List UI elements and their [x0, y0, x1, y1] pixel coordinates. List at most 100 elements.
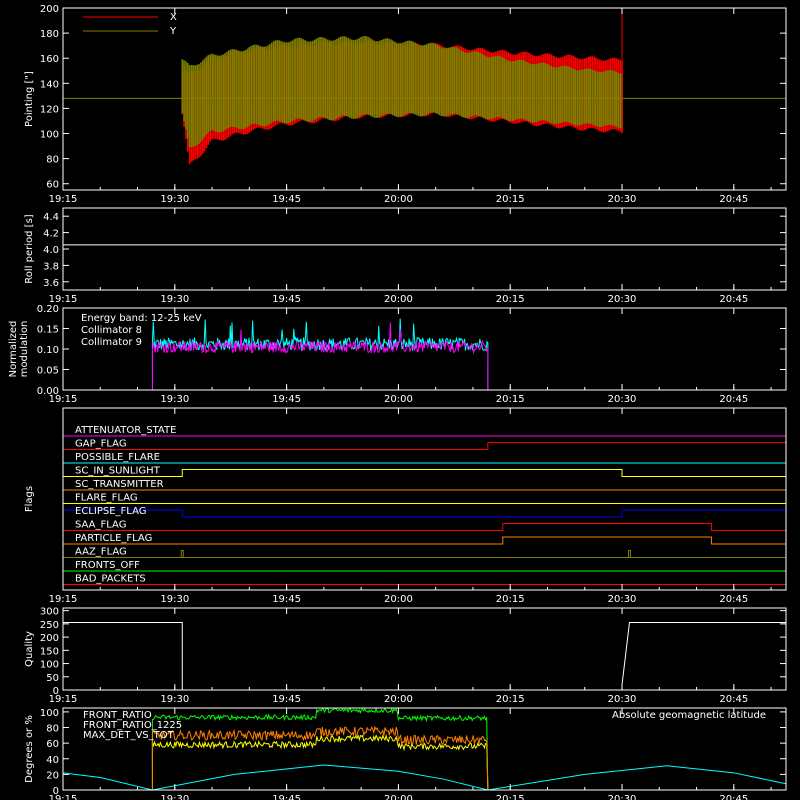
legend-label-max_det_vs_tot: MAX_DET_VS_TOT: [83, 730, 175, 741]
legend-label-front_ratio_1225: FRONT_RATIO_1225: [83, 720, 182, 731]
y-tick-label: 4.4: [43, 212, 59, 223]
x-tick-label: 19:15: [49, 794, 78, 800]
x-tick-label: 19:30: [160, 394, 189, 405]
flag-label-eclipse_flag: ECLIPSE_FLAG: [75, 506, 146, 517]
plot-frame: [62, 707, 787, 791]
legend-label-X: X: [170, 12, 177, 23]
x-tick-label: 20:30: [608, 794, 637, 800]
x-tick-label: 19:15: [49, 394, 78, 405]
series-collimator-9: [63, 322, 786, 391]
energy-band-annotation: Energy band: 12-25 keV: [81, 313, 202, 324]
y-tick-label: 250: [40, 620, 59, 631]
plot-frame: [62, 607, 787, 691]
x-tick-label: 19:15: [49, 594, 78, 605]
series-quality: [63, 622, 786, 691]
flag-label-flare_flag: FLARE_FLAG: [75, 493, 138, 504]
y-tick-label: 200: [40, 633, 59, 644]
y-axis-label: Pointing ["]: [24, 71, 35, 127]
series-geomagnetic-latitude: [62, 764, 787, 791]
y-tick-label: 80: [46, 724, 59, 735]
y-tick-label: 3.8: [43, 261, 59, 272]
flag-label-particle_flag: PARTICLE_FLAG: [75, 533, 152, 544]
x-tick-label: 20:30: [608, 294, 637, 305]
x-tick-label: 19:15: [49, 694, 78, 705]
x-tick-label: 20:15: [496, 694, 525, 705]
x-tick-label: 19:45: [272, 294, 301, 305]
x-tick-label: 20:15: [496, 294, 525, 305]
x-tick-label: 19:30: [160, 794, 189, 800]
y-tick-label: 4.0: [43, 245, 59, 256]
legend-label-Y: Y: [169, 26, 177, 37]
flag-spike: [180, 550, 184, 558]
plot-frame: [62, 7, 787, 191]
x-tick-label: 20:15: [496, 794, 525, 800]
y-tick-label: 100: [40, 130, 59, 141]
series-Y-band: [181, 36, 623, 148]
x-tick-label: 20:45: [719, 694, 748, 705]
x-tick-label: 20:15: [496, 594, 525, 605]
flag-line-eclipse_flag: [63, 509, 786, 518]
y-tick-label: 0.00: [37, 386, 59, 397]
flag-label-fronts_off: FRONTS_OFF: [75, 560, 140, 571]
y-tick-label: 0.10: [37, 345, 59, 356]
flag-label-attenuator_state: ATTENUATOR_STATE: [75, 425, 176, 436]
plot-frame: [62, 207, 787, 291]
plot-axes-layer: [62, 7, 787, 791]
y-tick-label: 200: [40, 4, 59, 15]
x-tick-label: 20:30: [608, 394, 637, 405]
x-tick-label: 20:45: [719, 194, 748, 205]
x-tick-label: 19:30: [160, 194, 189, 205]
x-tick-label: 19:45: [272, 694, 301, 705]
flag-line-particle_flag: [63, 536, 786, 545]
y-tick-label: 100: [40, 708, 59, 719]
y-tick-label: 80: [46, 155, 59, 166]
x-tick-label: 19:45: [272, 794, 301, 800]
y-axis-label: Flags: [24, 486, 35, 512]
y-tick-label: 150: [40, 646, 59, 657]
x-tick-label: 20:45: [719, 394, 748, 405]
latitude-label: Absolute geomagnetic latitude: [612, 710, 766, 721]
x-tick-label: 20:00: [384, 694, 413, 705]
y-tick-label: 180: [40, 29, 59, 40]
x-tick-label: 19:30: [160, 694, 189, 705]
flag-label-aaz_flag: AAZ_FLAG: [75, 547, 127, 558]
x-tick-label: 20:30: [608, 194, 637, 205]
flag-line-saa_flag: [63, 523, 786, 531]
y-tick-label: 100: [40, 660, 59, 671]
x-tick-label: 20:15: [496, 394, 525, 405]
x-tick-label: 20:00: [384, 294, 413, 305]
y-axis-label: Degrees or %: [24, 715, 35, 783]
flag-label-bad_packets: BAD_PACKETS: [75, 574, 146, 585]
x-tick-label: 19:45: [272, 594, 301, 605]
y-axis-label: modulation: [19, 321, 30, 378]
y-tick-label: 0.20: [37, 304, 59, 315]
x-tick-label: 20:45: [719, 594, 748, 605]
x-tick-label: 19:30: [160, 294, 189, 305]
y-tick-label: 4.2: [43, 229, 59, 240]
y-tick-label: 0: [53, 786, 59, 797]
series-collimator-8: [63, 318, 786, 391]
x-tick-label: 20:00: [384, 794, 413, 800]
plot-text-layer: 19:15 19:30 19:45 20:00 20:15 20:30 20:45 60 80 1…: [8, 4, 766, 800]
x-tick-label: 20:45: [719, 794, 748, 800]
y-tick-label: 50: [46, 673, 59, 684]
y-tick-label: 0.05: [37, 366, 59, 377]
series-max_det_vs_tot: [151, 725, 489, 791]
plot-data-layer: [62, 8, 787, 791]
series-front_ratio: [151, 733, 489, 791]
x-tick-label: 20:00: [384, 194, 413, 205]
flag-label-possible_flare: POSSIBLE_FLARE: [75, 452, 160, 463]
y-tick-label: 300: [40, 607, 59, 618]
x-tick-label: 19:30: [160, 594, 189, 605]
y-tick-label: 160: [40, 54, 59, 65]
y-tick-label: 120: [40, 104, 59, 115]
x-tick-label: 20:15: [496, 194, 525, 205]
y-tick-label: 140: [40, 79, 59, 90]
y-tick-label: 0.15: [37, 325, 59, 336]
flag-line-sc_in_sunlight: [63, 469, 786, 477]
legend-label-front_ratio: FRONT_RATIO: [83, 710, 152, 721]
flag-label-sc_in_sunlight: SC_IN_SUNLIGHT: [75, 466, 161, 477]
x-tick-label: 20:45: [719, 294, 748, 305]
flag-line-gap_flag: [63, 442, 786, 450]
